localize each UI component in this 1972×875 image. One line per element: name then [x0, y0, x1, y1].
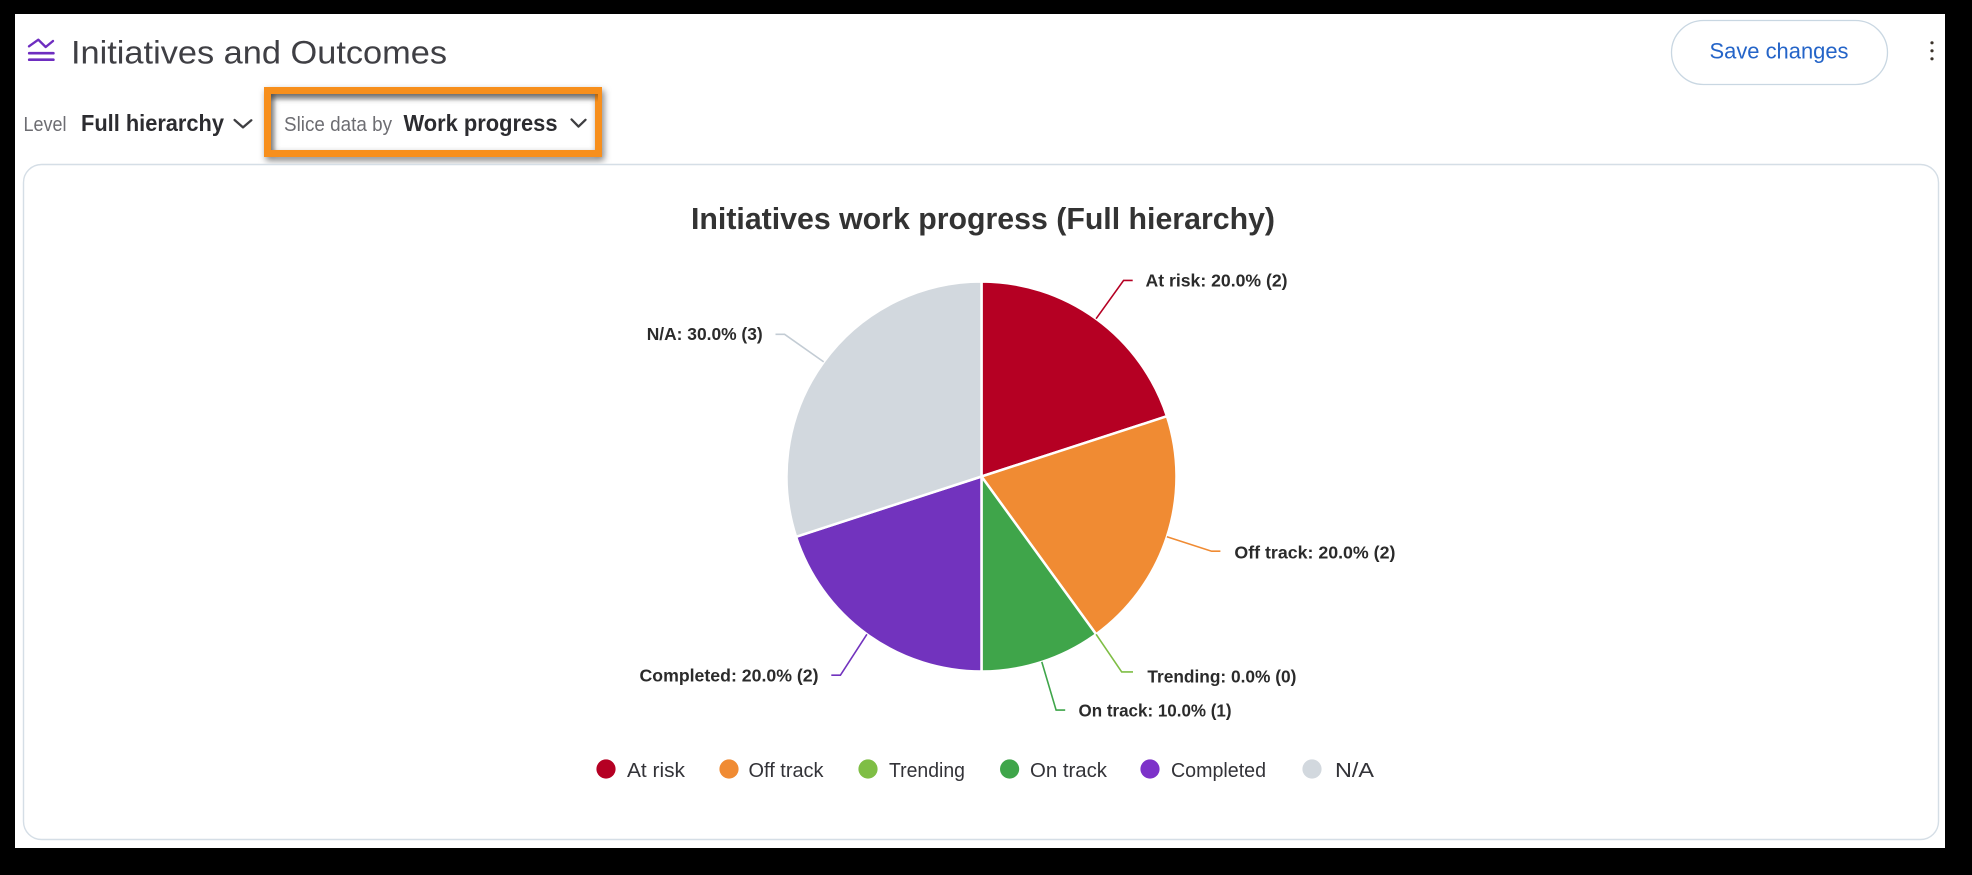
svg-text:Save changes: Save changes — [1710, 38, 1849, 63]
svg-text:Completed: 20.0% (2): Completed: 20.0% (2) — [640, 666, 819, 686]
svg-text:N/A: N/A — [1335, 760, 1375, 782]
svg-text:Initiatives work progress (Ful: Initiatives work progress (Full hierarch… — [691, 201, 1275, 236]
svg-text:On track: 10.0% (1): On track: 10.0% (1) — [1079, 701, 1232, 721]
svg-text:Level: Level — [24, 114, 67, 136]
svg-text:Completed: Completed — [1171, 760, 1266, 782]
svg-text:Trending: 0.0% (0): Trending: 0.0% (0) — [1147, 667, 1296, 687]
svg-text:Off track: 20.0% (2): Off track: 20.0% (2) — [1234, 543, 1395, 563]
svg-text:Work progress: Work progress — [404, 110, 558, 136]
svg-text:Trending: Trending — [889, 760, 965, 782]
svg-text:At risk: At risk — [627, 760, 686, 782]
svg-text:At risk: 20.0% (2): At risk: 20.0% (2) — [1146, 271, 1288, 291]
svg-text:Slice data by: Slice data by — [284, 114, 392, 136]
svg-text:Initiatives and Outcomes: Initiatives and Outcomes — [71, 34, 447, 70]
svg-text:Off track: Off track — [749, 760, 825, 782]
svg-text:On track: On track — [1030, 760, 1108, 782]
svg-text:N/A: 30.0% (3): N/A: 30.0% (3) — [647, 324, 763, 344]
svg-text:Full hierarchy: Full hierarchy — [81, 110, 224, 136]
